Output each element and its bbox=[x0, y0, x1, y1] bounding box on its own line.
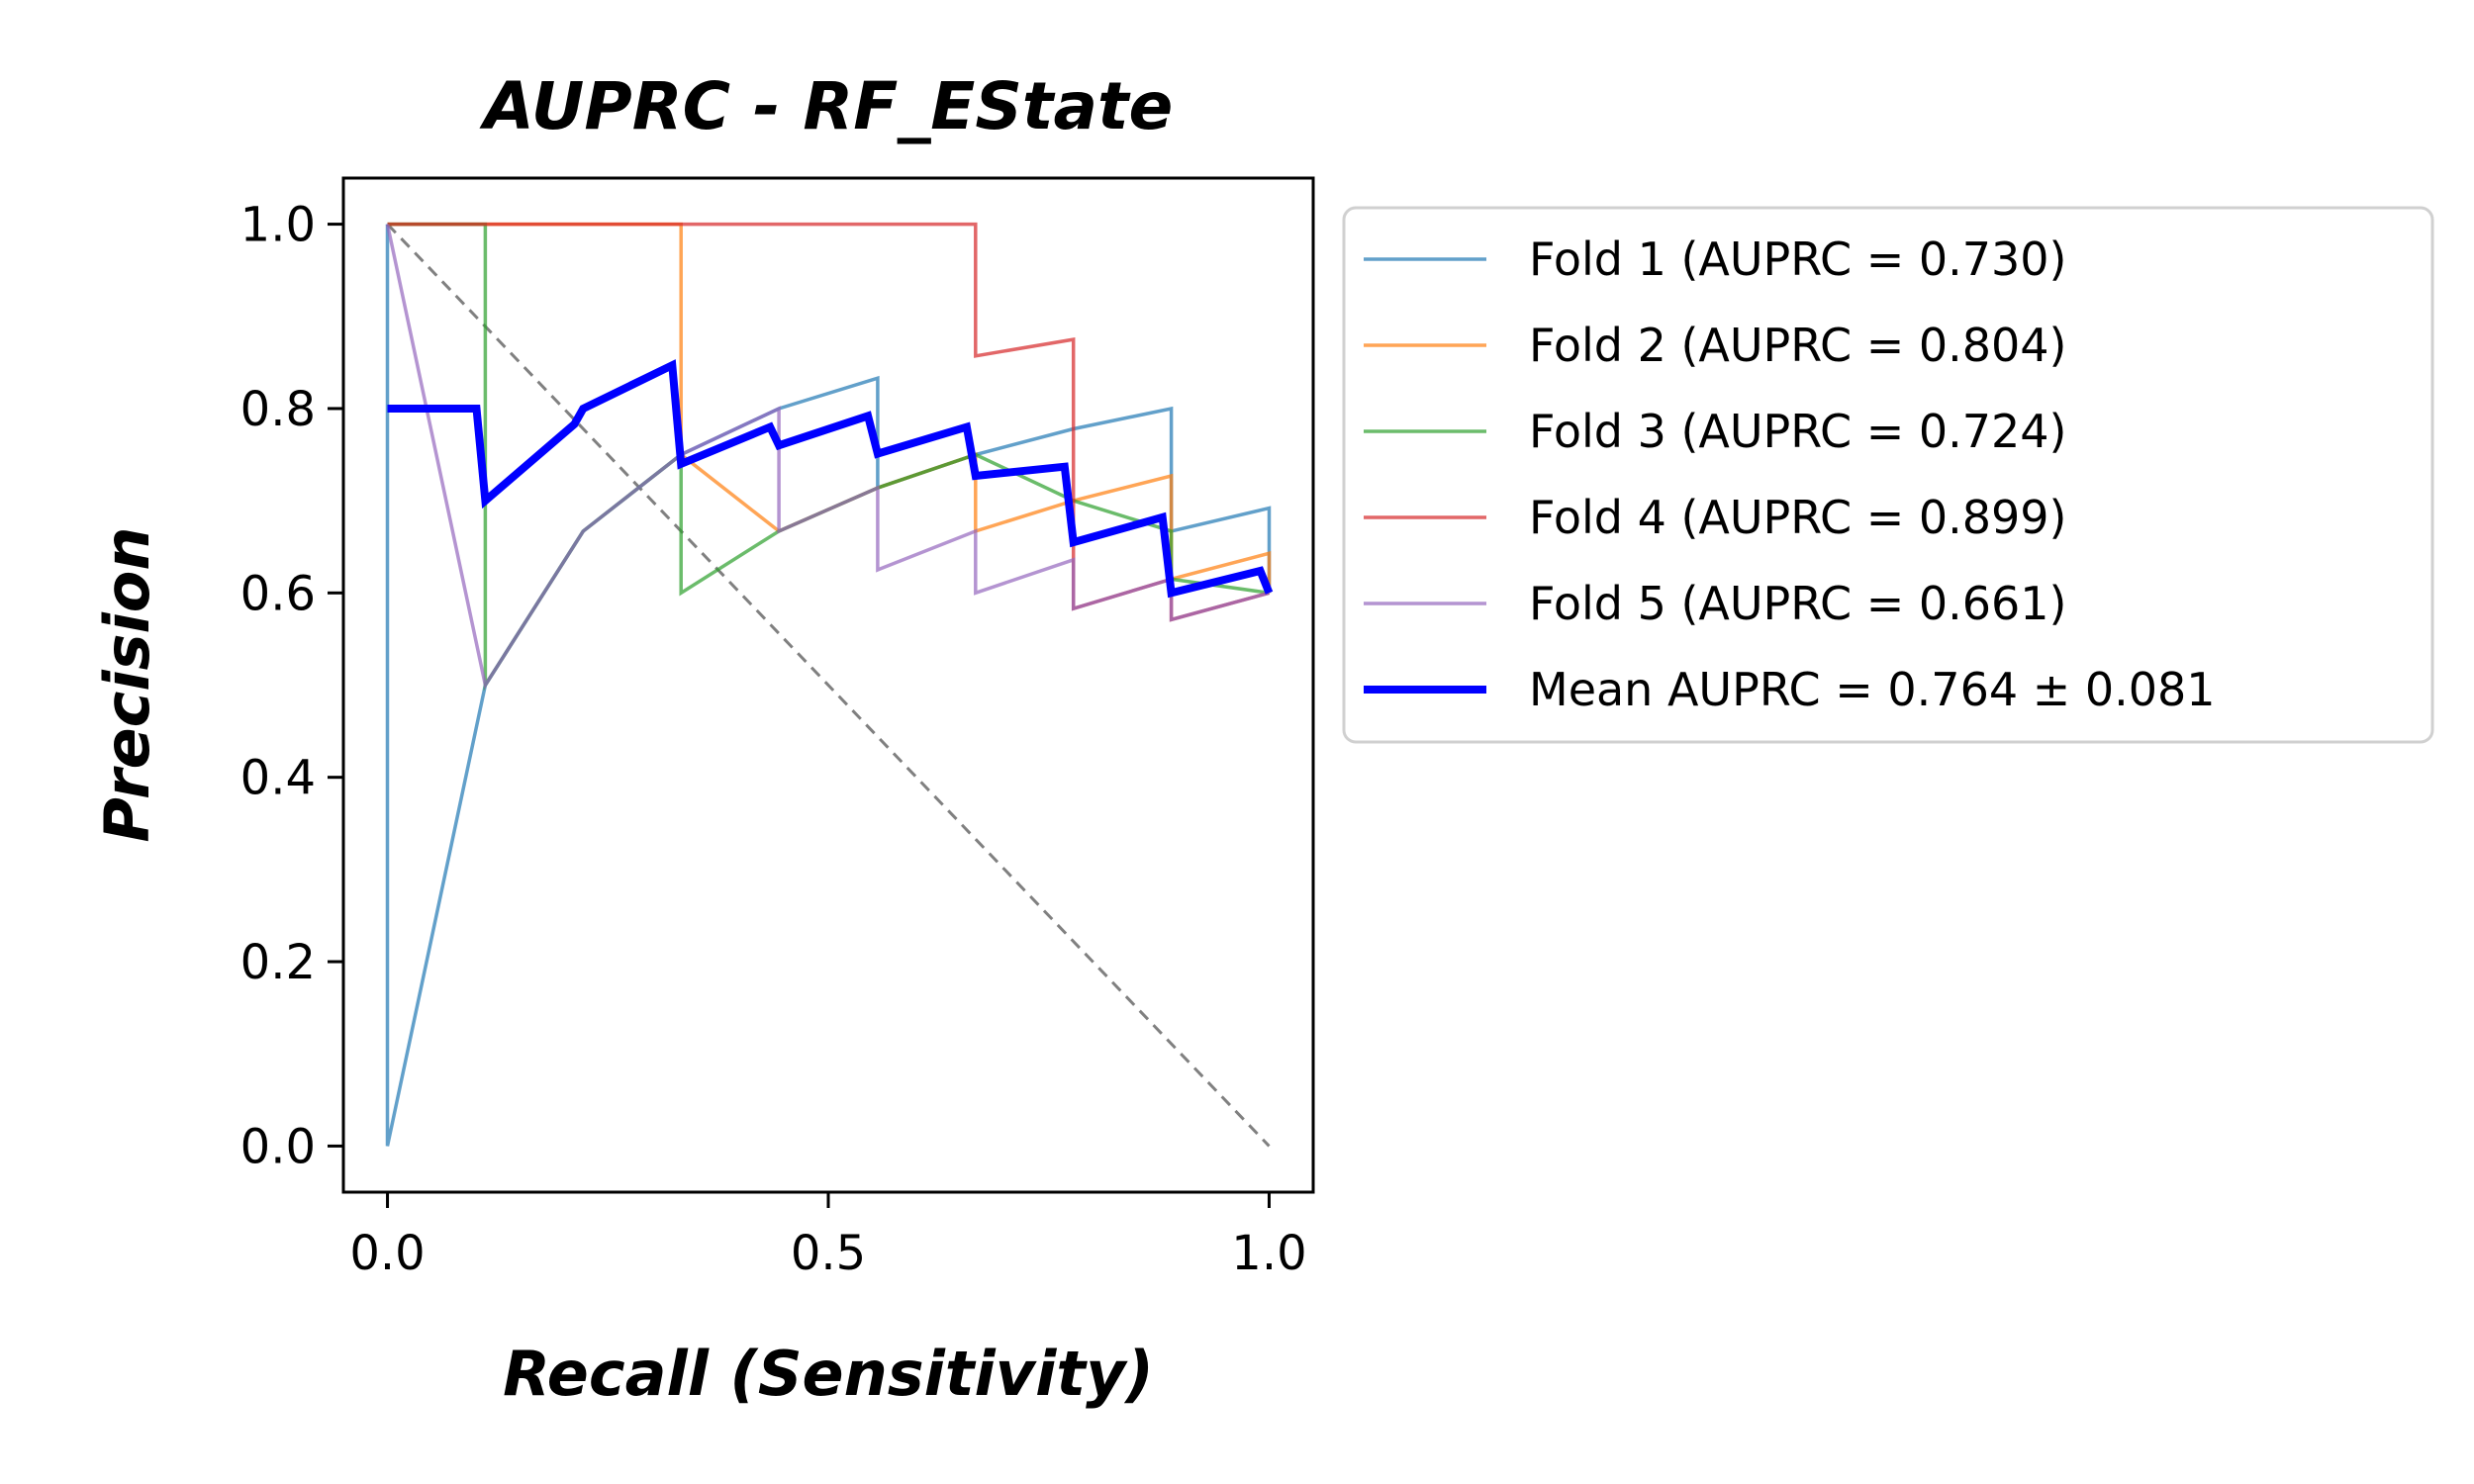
y-tick-label: 0.6 bbox=[240, 566, 316, 621]
series-line-fold-5 bbox=[385, 224, 1270, 691]
y-tick-label: 0.4 bbox=[240, 751, 316, 806]
series-line-fold-3 bbox=[387, 222, 1270, 692]
series-line-mean bbox=[387, 359, 1274, 599]
y-tick-label: 0.0 bbox=[240, 1119, 316, 1174]
series-line-fold-4 bbox=[387, 222, 1270, 622]
x-tick-label: 0.5 bbox=[791, 1226, 866, 1281]
legend-label-mean: Mean AUPRC = 0.764 ± 0.081 bbox=[1529, 663, 2216, 716]
y-tick-label: 1.0 bbox=[240, 198, 316, 253]
plot-lines bbox=[385, 222, 1274, 1148]
chart-title: AUPRC - RF_EState bbox=[479, 68, 1174, 144]
x-tick-label: 1.0 bbox=[1231, 1226, 1306, 1281]
axis-ticks: 0.0 0.5 1.0 0.0 0.2 0.4 0.6 0.8 1.0 bbox=[240, 198, 1307, 1281]
legend-label-fold-1: Fold 1 (AUPRC = 0.730) bbox=[1529, 232, 2067, 286]
series-line-fold-2 bbox=[387, 222, 1272, 594]
reference-diagonal-line bbox=[386, 223, 1271, 1148]
legend-frame bbox=[1342, 206, 2434, 744]
legend-label-fold-4: Fold 4 (AUPRC = 0.899) bbox=[1529, 491, 2067, 544]
legend: Fold 1 (AUPRC = 0.730) Fold 2 (AUPRC = 0.… bbox=[1342, 206, 2434, 744]
legend-label-fold-3: Fold 3 (AUPRC = 0.724) bbox=[1529, 405, 2067, 458]
y-axis-title: Precision bbox=[91, 526, 163, 842]
x-axis-title: Recall (Sensitivity) bbox=[503, 1338, 1154, 1410]
legend-label-fold-5: Fold 5 (AUPRC = 0.661) bbox=[1529, 577, 2067, 630]
y-tick-label: 0.8 bbox=[240, 382, 316, 437]
x-tick-label: 0.0 bbox=[349, 1226, 425, 1281]
y-tick-label: 0.2 bbox=[240, 935, 316, 990]
legend-label-fold-2: Fold 2 (AUPRC = 0.804) bbox=[1529, 319, 2067, 372]
